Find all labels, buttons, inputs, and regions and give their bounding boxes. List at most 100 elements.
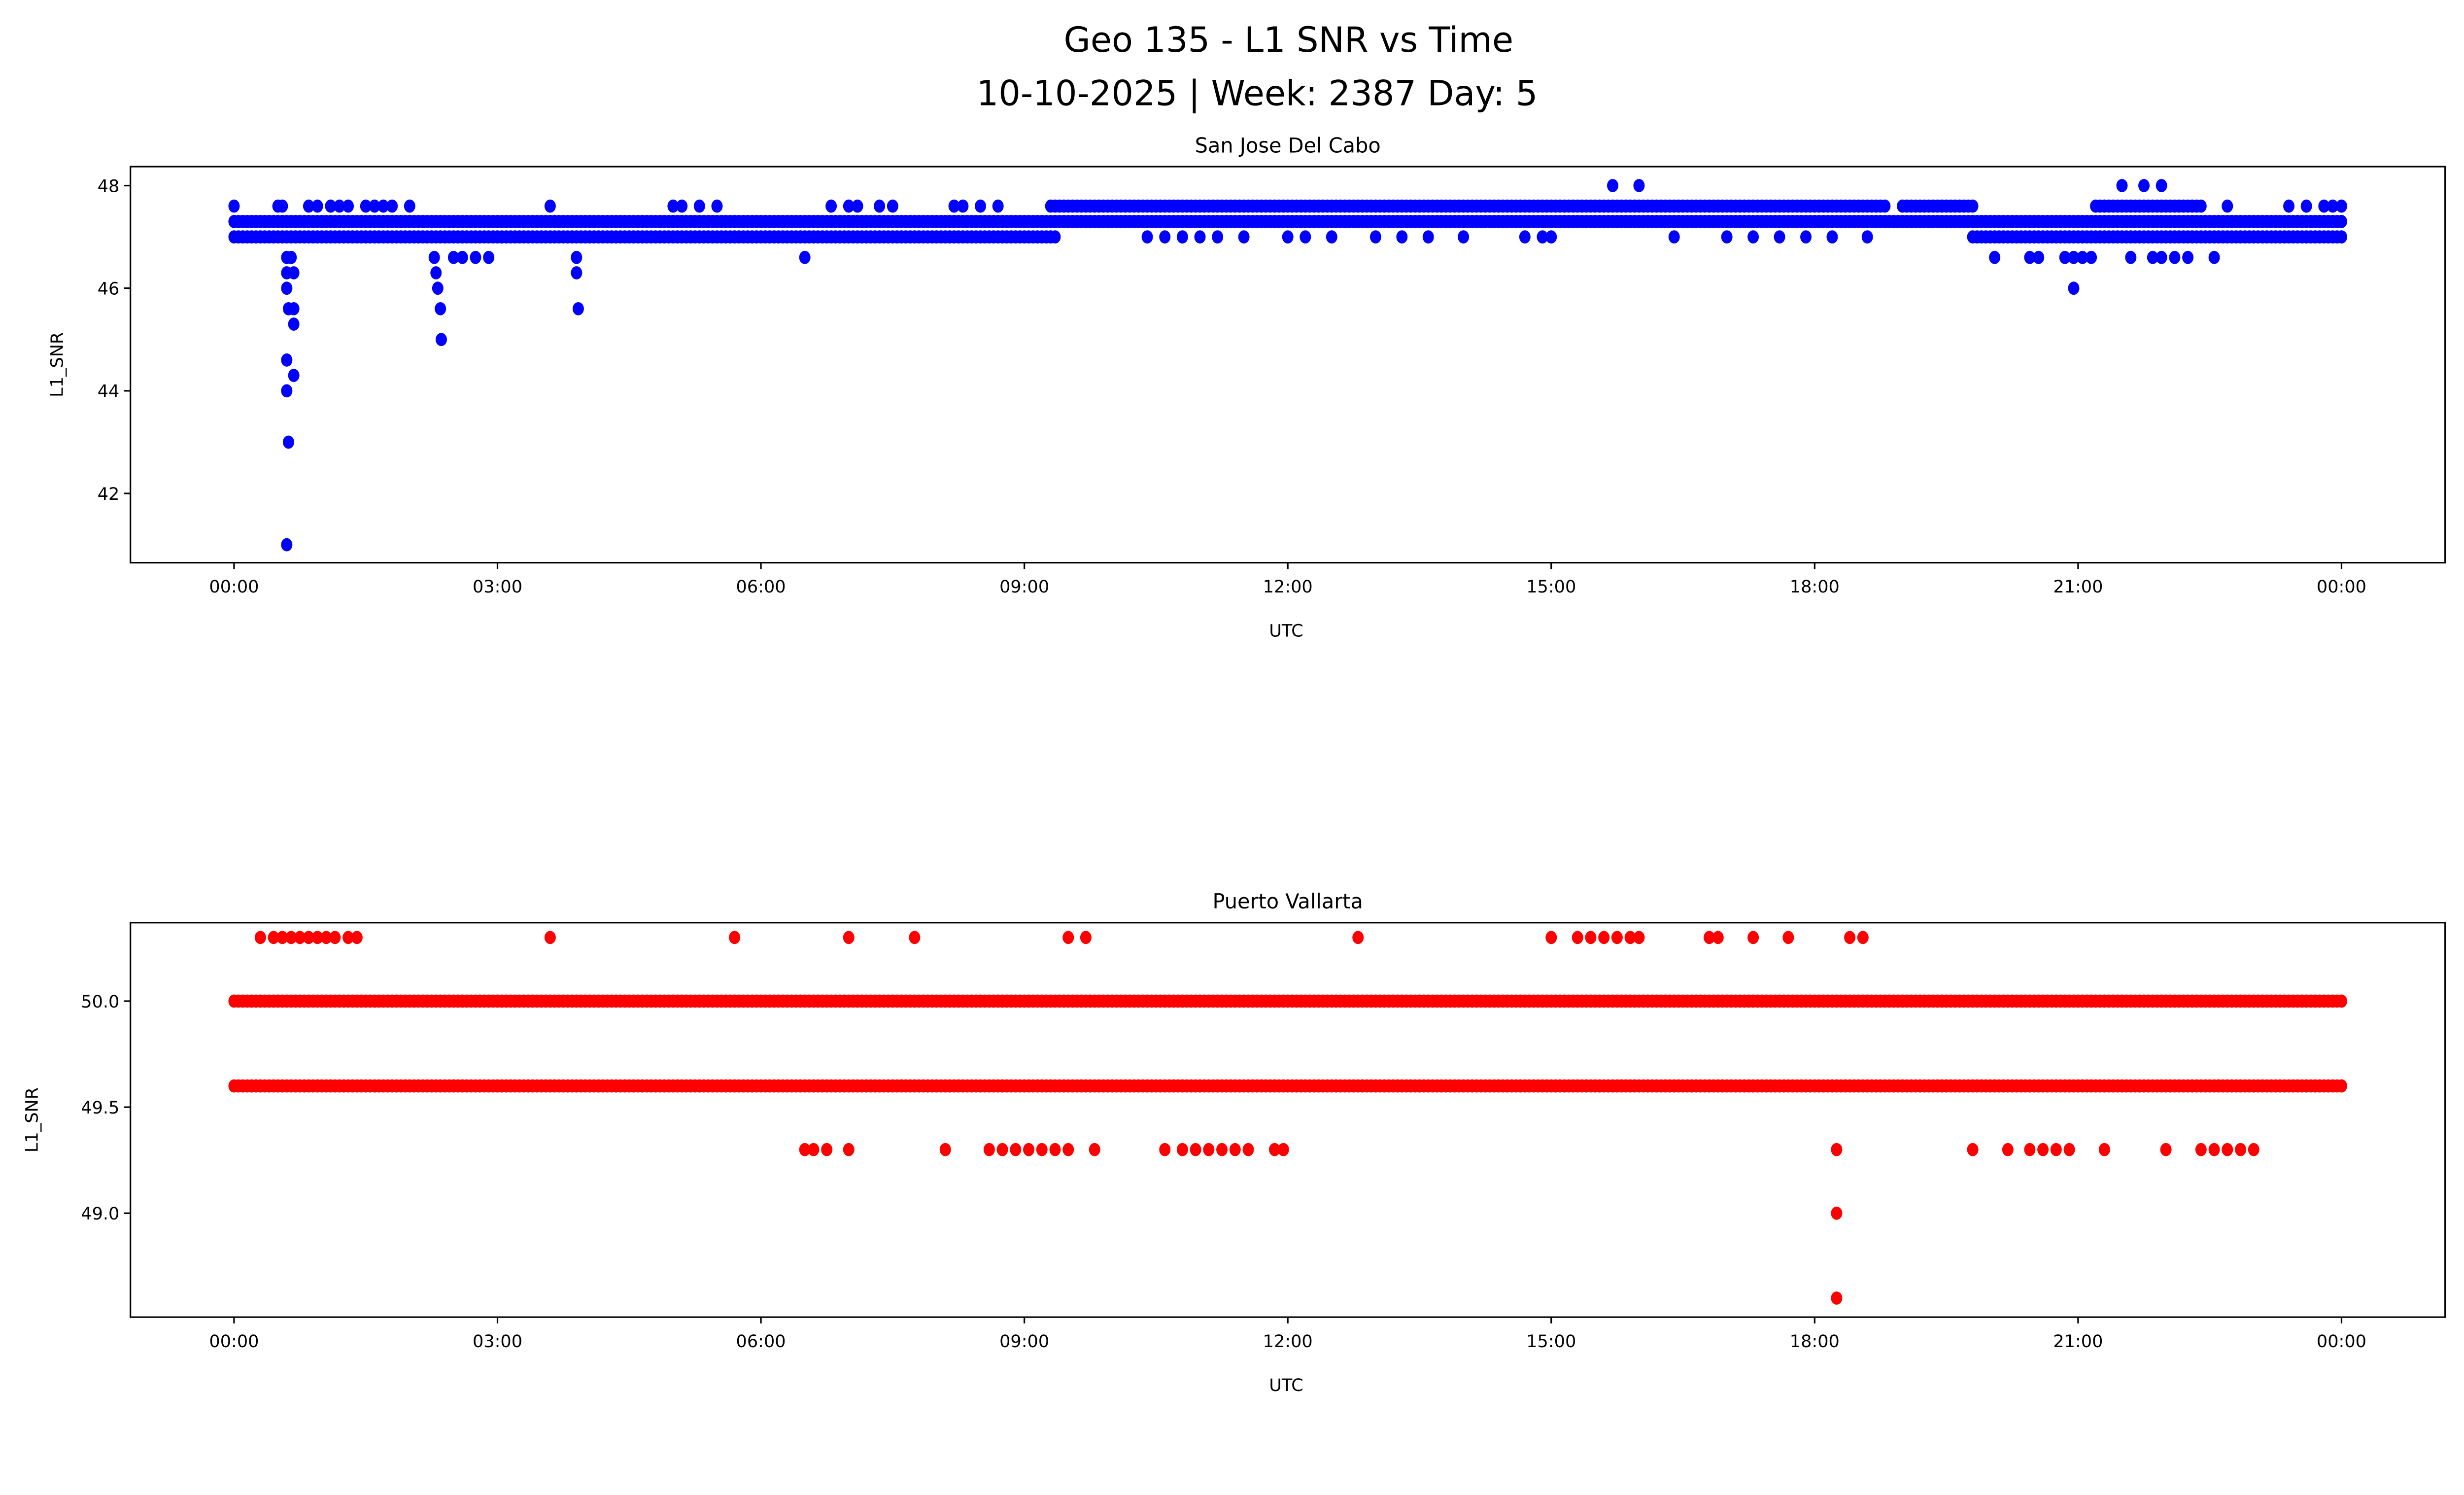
data-point: [1216, 1143, 1228, 1156]
x-tick-label: 00:00: [2317, 577, 2366, 597]
data-point: [2222, 1143, 2233, 1156]
data-point: [874, 199, 886, 213]
data-point: [447, 250, 459, 264]
x-tick-label: 06:00: [736, 577, 786, 597]
data-point: [693, 199, 705, 213]
data-point: [1422, 230, 1434, 244]
data-point: [303, 931, 314, 944]
data-point: [1049, 230, 1061, 244]
data-point: [428, 250, 440, 264]
data-point: [1826, 230, 1838, 244]
x-tick-label: 21:00: [2053, 1331, 2103, 1352]
y-tick-label: 44: [98, 382, 120, 402]
y-tick-label: 49.0: [81, 1204, 119, 1224]
data-point: [2222, 199, 2233, 213]
data-point: [1089, 1143, 1100, 1156]
data-point: [1282, 230, 1294, 244]
data-point: [1721, 230, 1733, 244]
data-point: [1545, 931, 1557, 944]
data-point: [1229, 1143, 1241, 1156]
x-tick-label: 09:00: [999, 1331, 1049, 1352]
data-point: [1194, 230, 1206, 244]
subplot-title: San Jose Del Cabo: [1195, 134, 1381, 157]
data-point: [821, 1143, 833, 1156]
data-point: [843, 199, 855, 213]
data-point: [1704, 931, 1715, 944]
data-point: [456, 250, 468, 264]
data-point: [1190, 1143, 1201, 1156]
data-point: [276, 199, 288, 213]
x-tick-label: 15:00: [1526, 1331, 1576, 1352]
data-point: [2335, 994, 2347, 1008]
data-point: [1080, 931, 1092, 944]
data-point: [470, 250, 481, 264]
data-point: [268, 931, 279, 944]
data-point: [1141, 230, 1153, 244]
data-point: [430, 266, 442, 279]
data-point: [2024, 1143, 2036, 1156]
data-point: [1062, 1143, 1074, 1156]
data-point: [808, 1143, 820, 1156]
data-point: [2327, 199, 2339, 213]
data-point: [2318, 199, 2330, 213]
data-point: [1023, 1143, 1035, 1156]
data-point: [2195, 199, 2207, 213]
figure-title-line2: 10-10-2025 | Week: 2387 Day: 5: [977, 73, 1538, 114]
data-point: [2156, 250, 2167, 264]
y-tick-label: 46: [98, 278, 120, 299]
data-point: [852, 199, 863, 213]
data-point: [2283, 199, 2295, 213]
data-point: [1633, 931, 1645, 944]
data-point: [377, 199, 389, 213]
y-tick-label: 49.5: [81, 1098, 119, 1118]
figure: Geo 135 - L1 SNR vs Time 10-10-2025 | We…: [22, 20, 2446, 1396]
y-axis-label: L1_SNR: [22, 1087, 42, 1152]
data-point: [1062, 931, 1074, 944]
data-point: [2160, 1143, 2172, 1156]
data-point: [1010, 1143, 1022, 1156]
data-point: [1369, 230, 1381, 244]
data-points: [228, 931, 2347, 1305]
data-point: [281, 538, 293, 552]
data-point: [311, 199, 323, 213]
data-point: [342, 199, 354, 213]
data-point: [825, 199, 837, 213]
data-point: [2050, 1143, 2062, 1156]
data-point: [2068, 250, 2080, 264]
data-point: [544, 931, 556, 944]
data-point: [1668, 230, 1680, 244]
data-point: [303, 199, 314, 213]
data-point: [1831, 1143, 1843, 1156]
y-tick-label: 42: [98, 484, 120, 504]
data-point: [334, 199, 345, 213]
data-point: [887, 199, 898, 213]
data-point: [1159, 230, 1171, 244]
data-point: [2024, 250, 2036, 264]
data-point: [285, 931, 297, 944]
data-point: [1159, 1143, 1171, 1156]
data-point: [711, 199, 723, 213]
data-point: [2125, 250, 2137, 264]
data-point: [1782, 931, 1794, 944]
data-point: [1458, 230, 1470, 244]
data-point: [1607, 179, 1618, 192]
data-point: [843, 1143, 855, 1156]
data-point: [435, 333, 447, 347]
data-point: [281, 353, 293, 367]
data-point: [342, 931, 354, 944]
data-point: [1176, 230, 1188, 244]
data-point: [320, 931, 332, 944]
data-point: [1238, 230, 1250, 244]
data-point: [1861, 230, 1873, 244]
data-point: [667, 199, 679, 213]
data-point: [2335, 230, 2347, 244]
data-point: [2300, 199, 2312, 213]
data-point: [2086, 250, 2097, 264]
data-point: [1352, 931, 1364, 944]
data-point: [281, 281, 293, 295]
data-point: [2248, 1143, 2259, 1156]
data-point: [288, 302, 300, 315]
data-point: [288, 317, 300, 331]
data-point: [2156, 179, 2167, 192]
y-tick-label: 50.0: [81, 992, 119, 1012]
